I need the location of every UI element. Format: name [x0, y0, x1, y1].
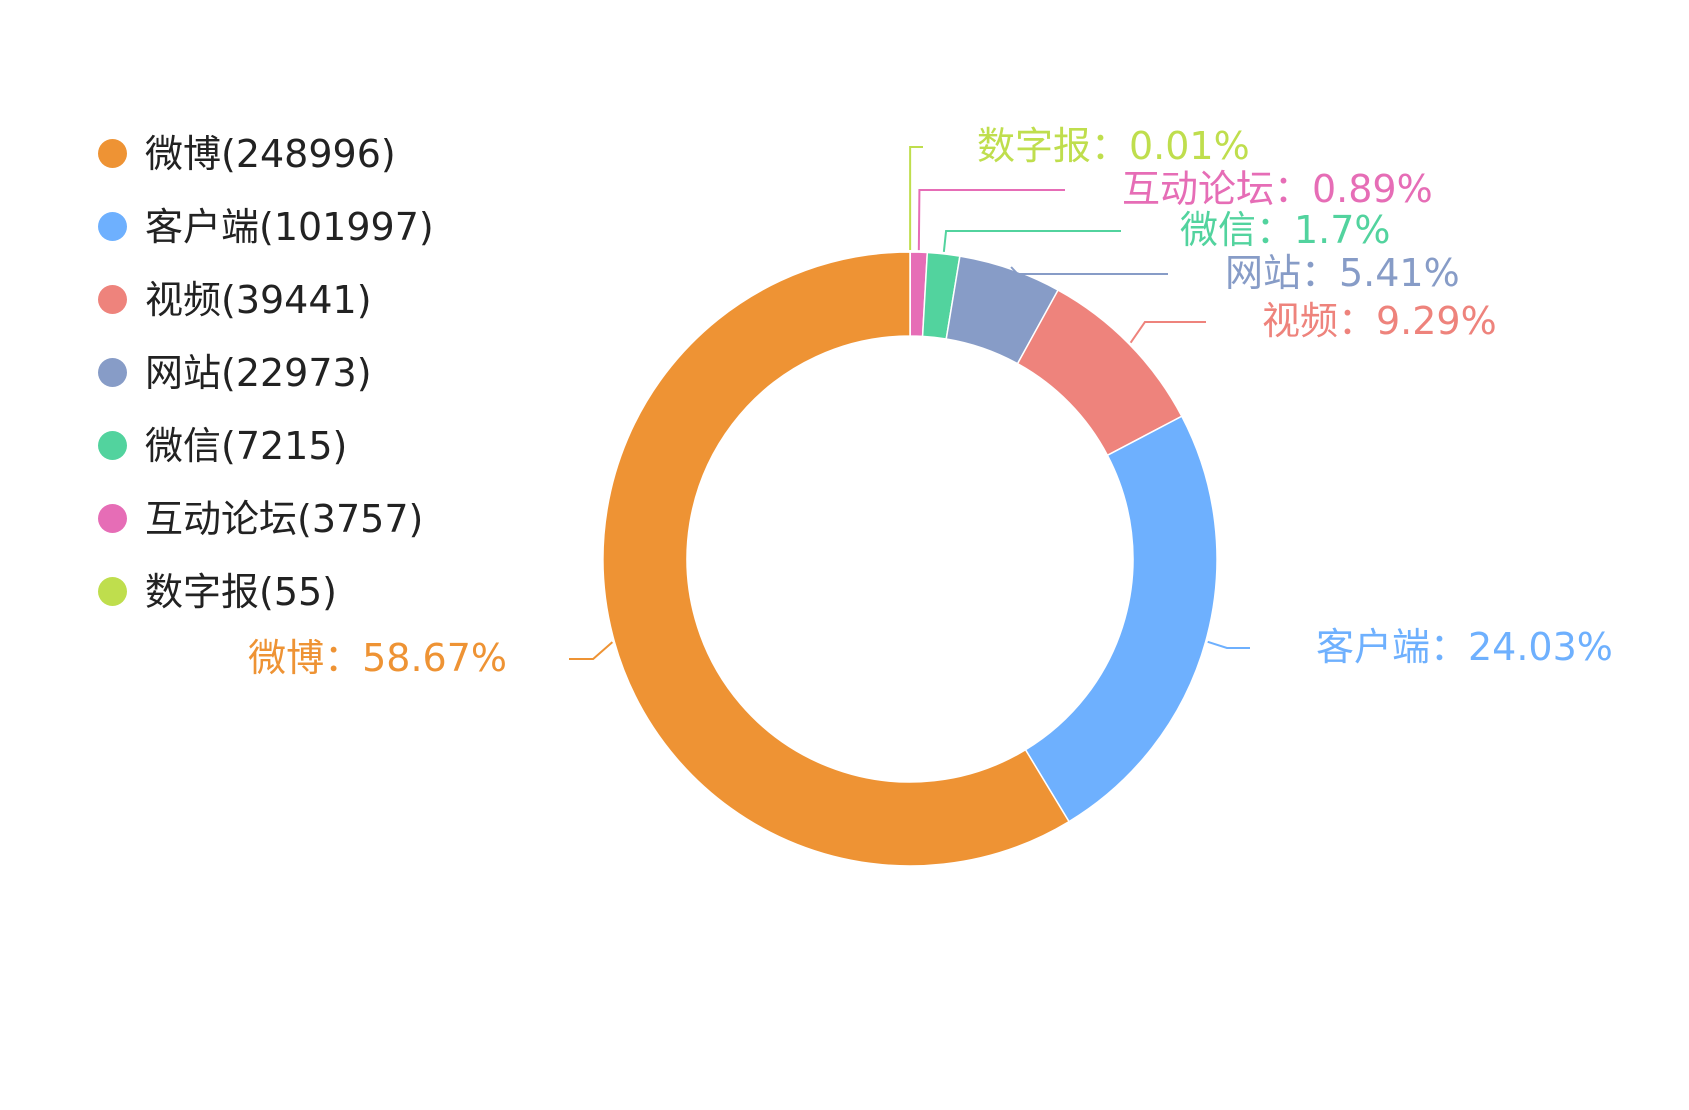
leader-line — [1207, 640, 1250, 649]
donut-slice[interactable] — [602, 251, 1071, 867]
chart-legend: 微博(248996) 客户端(101997) 视频(39441) 网站(22973) 微… — [98, 117, 434, 628]
donut-slice[interactable] — [1024, 415, 1218, 823]
slice-label: 客户端：24.03% — [1316, 625, 1613, 669]
legend-label: 微博(248996) — [145, 131, 396, 176]
leader-line — [917, 189, 1065, 251]
legend-label: 微信(7215) — [145, 423, 348, 468]
leader-line — [569, 641, 614, 660]
legend-swatch — [98, 358, 127, 387]
legend-label: 互动论坛(3757) — [145, 496, 424, 541]
legend-item[interactable]: 数字报(55) — [98, 555, 434, 628]
legend-item[interactable]: 互动论坛(3757) — [98, 482, 434, 555]
legend-swatch — [98, 504, 127, 533]
legend-label: 数字报(55) — [145, 569, 338, 614]
legend-label: 网站(22973) — [145, 350, 372, 395]
legend-item[interactable]: 网站(22973) — [98, 336, 434, 409]
slice-label: 微博：58.67% — [248, 636, 507, 680]
legend-swatch — [98, 285, 127, 314]
slice-label: 网站：5.41% — [1225, 251, 1460, 295]
leader-line — [1010, 266, 1168, 275]
legend-swatch — [98, 577, 127, 606]
legend-label: 视频(39441) — [145, 277, 372, 322]
legend-item[interactable]: 客户端(101997) — [98, 190, 434, 263]
legend-item[interactable]: 微博(248996) — [98, 117, 434, 190]
legend-item[interactable]: 视频(39441) — [98, 263, 434, 336]
legend-swatch — [98, 212, 127, 241]
slice-label: 数字报：0.01% — [977, 124, 1250, 168]
legend-item[interactable]: 微信(7215) — [98, 409, 434, 482]
slice-label: 互动论坛：0.89% — [1122, 167, 1433, 211]
legend-label: 客户端(101997) — [145, 204, 434, 249]
legend-swatch — [98, 139, 127, 168]
leader-line — [942, 230, 1121, 252]
leader-line — [1129, 321, 1206, 344]
slice-label: 微信：1.7% — [1180, 208, 1391, 252]
slice-label: 视频：9.29% — [1262, 299, 1497, 343]
legend-swatch — [98, 431, 127, 460]
leader-line — [909, 146, 923, 250]
